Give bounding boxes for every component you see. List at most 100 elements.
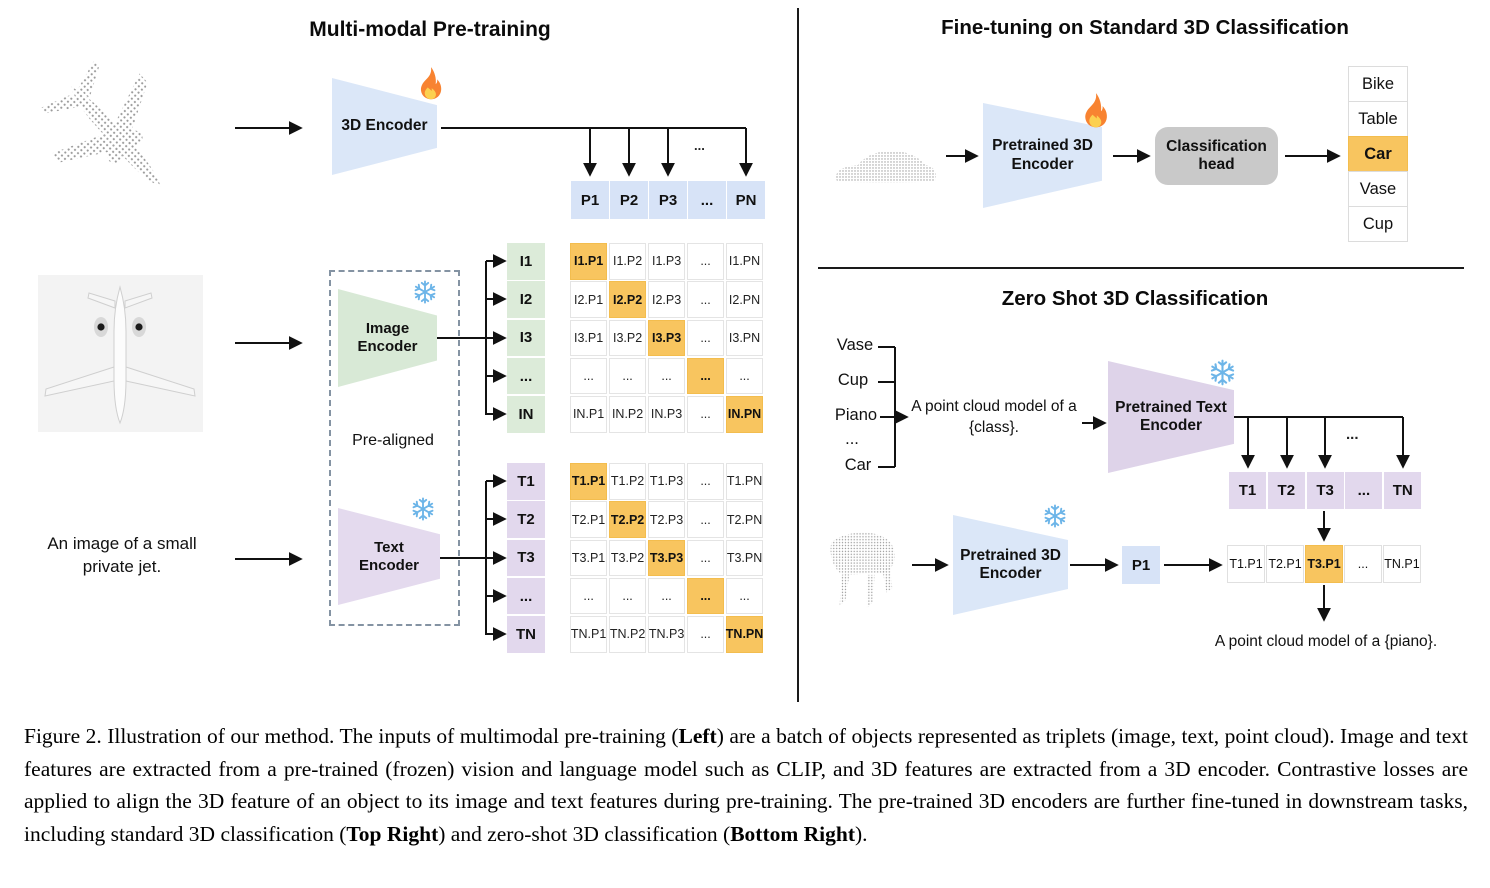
caption-text: Figure 2. Illustration of our method. Th… (24, 724, 679, 748)
matrix-cell: T1.P1 (570, 463, 608, 500)
matrix-cell: I3.P1 (570, 319, 608, 357)
caption-bold-text: Top Right (346, 822, 439, 847)
matrix-cell: ... (686, 616, 725, 653)
image-point-similarity-matrix: I1.P1 I1.P2 I1.P3... I1.PN I2.P1 I2.P2 I2.P3..… (570, 243, 764, 433)
3d-encoder-output-lines (441, 127, 753, 177)
class-cell: Table (1348, 101, 1408, 137)
zeroshot-title: Zero Shot 3D Classification (1001, 287, 1269, 310)
class-cell: Bike (1348, 66, 1408, 102)
p-cell: ... (688, 181, 726, 219)
matrix-cell: T1.PN (725, 463, 764, 500)
zeroshot-class: Piano (834, 406, 878, 424)
connector-arrows (235, 121, 1410, 641)
class-prediction-list: Bike Table Car Vase Cup (1348, 66, 1408, 242)
panel-divider-vertical (797, 8, 799, 702)
class-cell: Vase (1348, 171, 1408, 207)
matrix-cell: T3.P1 (570, 539, 608, 577)
matrix-cell: IN.P2 (608, 396, 647, 433)
matrix-cell: IN.PN (725, 396, 764, 433)
matrix-cell: ... (725, 357, 764, 395)
matrix-cell: T1.P3 (647, 463, 686, 500)
similarity-row: T1.P1 T2.P1 T3.P1... TN.P1 (1227, 545, 1421, 583)
t-cell: T1 (507, 463, 545, 500)
snowflake-icon (410, 496, 436, 522)
fire-icon (1080, 92, 1112, 128)
matrix-cell: T3.P3 (647, 539, 686, 577)
fire-icon (416, 66, 446, 100)
matrix-cell: I1.PN (725, 243, 764, 280)
caption-bold-text: Left (678, 724, 717, 748)
matrix-cell: I3.PN (725, 319, 764, 357)
matrix-cell: T3.PN (725, 539, 764, 577)
zeroshot-class: Cup (837, 371, 869, 389)
matrix-cell: I1.P3 (647, 243, 686, 280)
p-cell: P3 (649, 181, 687, 219)
similarity-cell: TN.P1 (1383, 545, 1421, 583)
caption-text: ) and zero-shot 3D classification ( (438, 822, 731, 847)
matrix-cell: I2.PN (725, 281, 764, 318)
p-cell: P2 (610, 181, 648, 219)
i-cell: I3 (507, 319, 545, 357)
ellipsis-label: ... (845, 430, 859, 448)
caption-text: ). (855, 822, 868, 847)
matrix-cell: ... (570, 357, 608, 395)
zeroshot-class: Car (844, 456, 872, 474)
text-input-caption: An image of a small private jet. (47, 534, 197, 576)
matrix-cell: T2.P3 (647, 501, 686, 538)
matrix-cell: I2.P1 (570, 281, 608, 318)
caption-bold-text: Bottom Right (730, 822, 856, 847)
class-cell: Cup (1348, 206, 1408, 242)
matrix-cell: ... (608, 357, 647, 395)
matrix-cell: T2.PN (725, 501, 764, 538)
matrix-cell: T2.P2 (608, 501, 647, 538)
matrix-cell: ... (608, 577, 647, 615)
zeroshot-result-text: A point cloud model of a {piano}. (1214, 633, 1438, 650)
matrix-cell: ... (725, 577, 764, 615)
t-cell: TN (507, 616, 545, 653)
i-cell: I1 (507, 243, 545, 280)
ellipsis-label: ... (694, 138, 705, 153)
t-cell: ... (507, 577, 545, 615)
text-encoder-fanout (440, 474, 507, 641)
pretrained-text-encoder-label: Pretrained Text Encoder (1115, 398, 1227, 434)
text-encoder-output-lines (1234, 416, 1410, 469)
image-feature-column: I1 I2 I3... IN (507, 243, 545, 433)
matrix-cell: ... (686, 396, 725, 433)
panel-divider-horizontal (818, 267, 1464, 269)
matrix-cell: I1.P1 (570, 243, 608, 280)
matrix-cell: I2.P3 (647, 281, 686, 318)
matrix-cell: ... (686, 577, 725, 615)
matrix-cell: ... (686, 539, 725, 577)
i-cell: ... (507, 357, 545, 395)
image-encoder-fanout (437, 254, 507, 421)
matrix-cell: IN.P3 (647, 396, 686, 433)
text-encoder-label: Text Encoder (358, 538, 419, 574)
p-cell: PN (727, 181, 765, 219)
matrix-cell: ... (686, 319, 725, 357)
pretrained-3d-encoder-label: Pretrained 3D Encoder (992, 137, 1093, 173)
similarity-cell: T3.P1 (1305, 545, 1343, 583)
i-cell: I2 (507, 281, 545, 318)
airplane-photo (38, 275, 203, 432)
matrix-cell: I3.P3 (647, 319, 686, 357)
matrix-cell: T3.P2 (608, 539, 647, 577)
matrix-cell: ... (686, 501, 725, 538)
t-cell: ... (1345, 472, 1383, 509)
matrix-cell: T2.P1 (570, 501, 608, 538)
similarity-cell: T2.P1 (1266, 545, 1304, 583)
snowflake-icon (1042, 503, 1068, 529)
airplane-point-cloud (41, 59, 162, 188)
text-point-similarity-matrix: T1.P1 T1.P2 T1.P3... T1.PN T2.P1 T2.P2 T2.P3..… (570, 463, 763, 653)
t-cell: T2 (507, 501, 545, 538)
matrix-cell: TN.P3 (647, 616, 686, 653)
t-feature-row: T1 T2 T3... TN (1229, 472, 1422, 509)
figure-caption: Figure 2. Illustration of our method. Th… (24, 720, 1468, 851)
t-cell: TN (1384, 472, 1422, 509)
t-cell: T3 (1306, 472, 1344, 509)
matrix-cell: I2.P2 (608, 281, 647, 318)
matrix-cell: ... (570, 577, 608, 615)
image-encoder-label: Image Encoder (357, 320, 418, 355)
matrix-cell: ... (686, 357, 725, 395)
i-cell: IN (507, 396, 545, 433)
